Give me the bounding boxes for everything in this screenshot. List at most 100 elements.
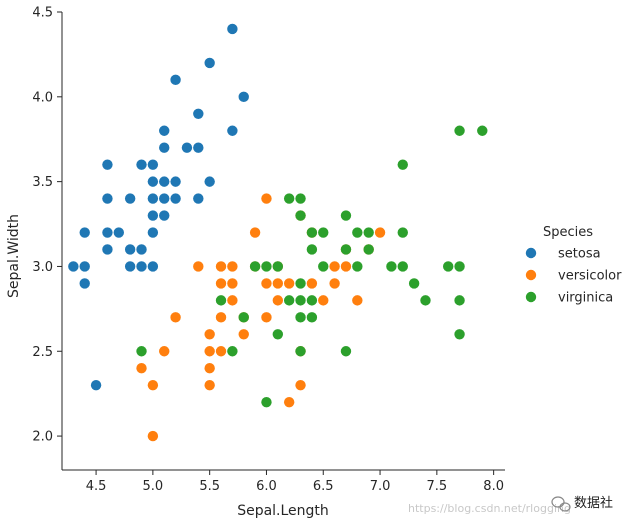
point-virginica [295, 193, 306, 204]
point-virginica [136, 346, 147, 357]
point-versicolor [261, 193, 272, 204]
axes [61, 12, 505, 471]
point-versicolor [215, 312, 227, 323]
point-setosa [193, 108, 204, 119]
point-setosa [170, 176, 181, 187]
point-virginica [215, 295, 227, 306]
point-versicolor [227, 261, 238, 272]
legend: Species setosa versicolor virginica [525, 225, 622, 306]
point-virginica [261, 261, 272, 272]
point-virginica [295, 278, 306, 289]
x-tick-label: 6.0 [256, 479, 277, 494]
point-versicolor [215, 278, 227, 289]
point-setosa [113, 227, 124, 238]
point-versicolor [204, 329, 215, 340]
point-versicolor [261, 278, 272, 289]
point-virginica [397, 227, 408, 238]
legend-marker-setosa [525, 247, 537, 259]
point-setosa [90, 379, 102, 391]
point-virginica [340, 346, 352, 357]
x-tick-label: 7.5 [427, 479, 448, 494]
point-virginica [340, 210, 352, 221]
point-setosa [170, 193, 181, 204]
x-tick-label: 5.0 [143, 479, 164, 494]
point-virginica [306, 227, 318, 238]
point-setosa [136, 244, 147, 255]
point-virginica [306, 295, 318, 306]
point-virginica [420, 295, 431, 306]
series-versicolor [136, 193, 386, 442]
point-setosa [79, 227, 90, 238]
legend-label-setosa: setosa [558, 247, 601, 262]
y-axis-title: Sepal.Width [6, 214, 22, 298]
y-tick-label: 4.0 [32, 90, 53, 105]
point-virginica [227, 346, 238, 357]
point-versicolor [249, 227, 261, 238]
point-virginica [454, 261, 465, 272]
point-versicolor [261, 312, 272, 323]
point-setosa [159, 142, 170, 153]
point-virginica [454, 125, 465, 136]
point-versicolor [329, 278, 340, 289]
point-setosa [68, 261, 79, 272]
point-virginica [283, 295, 295, 306]
point-virginica [272, 261, 284, 272]
watermark: https://blog.csdn.net/rlogging 数据社 [408, 495, 613, 515]
point-setosa [170, 74, 181, 86]
point-setosa [102, 159, 113, 170]
point-versicolor [159, 346, 170, 357]
point-virginica [397, 261, 408, 272]
point-versicolor [283, 396, 295, 408]
point-versicolor [374, 227, 386, 238]
point-setosa [238, 91, 249, 103]
point-virginica [352, 261, 363, 272]
point-virginica [295, 210, 306, 221]
point-versicolor [204, 363, 215, 374]
point-setosa [147, 227, 159, 238]
x-tick-label: 6.5 [313, 479, 334, 494]
point-virginica [318, 227, 329, 238]
x-axis-title: Sepal.Length [237, 503, 329, 519]
point-versicolor [318, 295, 329, 306]
point-setosa [159, 125, 170, 136]
point-versicolor [227, 295, 238, 306]
point-setosa [79, 261, 90, 272]
y-tick-label: 3.0 [32, 260, 53, 275]
point-setosa [147, 176, 159, 187]
point-setosa [147, 193, 159, 204]
point-versicolor [352, 295, 363, 306]
point-setosa [227, 23, 238, 35]
point-versicolor [238, 329, 249, 340]
legend-marker-versicolor [525, 269, 537, 281]
legend-title: Species [543, 225, 593, 240]
point-setosa [193, 193, 204, 204]
point-versicolor [204, 379, 215, 391]
point-setosa [159, 193, 170, 204]
point-virginica [306, 244, 318, 255]
point-virginica [295, 312, 306, 323]
point-virginica [397, 159, 408, 170]
x-ticks: 4.5 5.0 5.5 6.0 6.5 7.0 7.5 8.0 [86, 470, 504, 494]
point-virginica [408, 278, 420, 289]
y-tick-label: 2.0 [32, 430, 53, 445]
point-setosa [124, 261, 136, 272]
point-versicolor [215, 346, 227, 357]
point-virginica [340, 244, 352, 255]
watermark-brand: 数据社 [574, 495, 613, 511]
point-setosa [102, 244, 113, 255]
legend-label-virginica: virginica [558, 291, 613, 306]
point-setosa [124, 244, 136, 255]
point-versicolor [283, 278, 295, 289]
point-versicolor [215, 261, 227, 272]
point-versicolor [204, 346, 215, 357]
point-setosa [102, 193, 113, 204]
point-virginica [363, 244, 374, 255]
point-setosa [204, 176, 215, 187]
point-versicolor [170, 312, 181, 323]
point-virginica [454, 329, 465, 340]
point-versicolor [295, 379, 306, 391]
point-virginica [443, 261, 454, 272]
x-tick-label: 7.0 [370, 479, 391, 494]
point-setosa [124, 193, 136, 204]
